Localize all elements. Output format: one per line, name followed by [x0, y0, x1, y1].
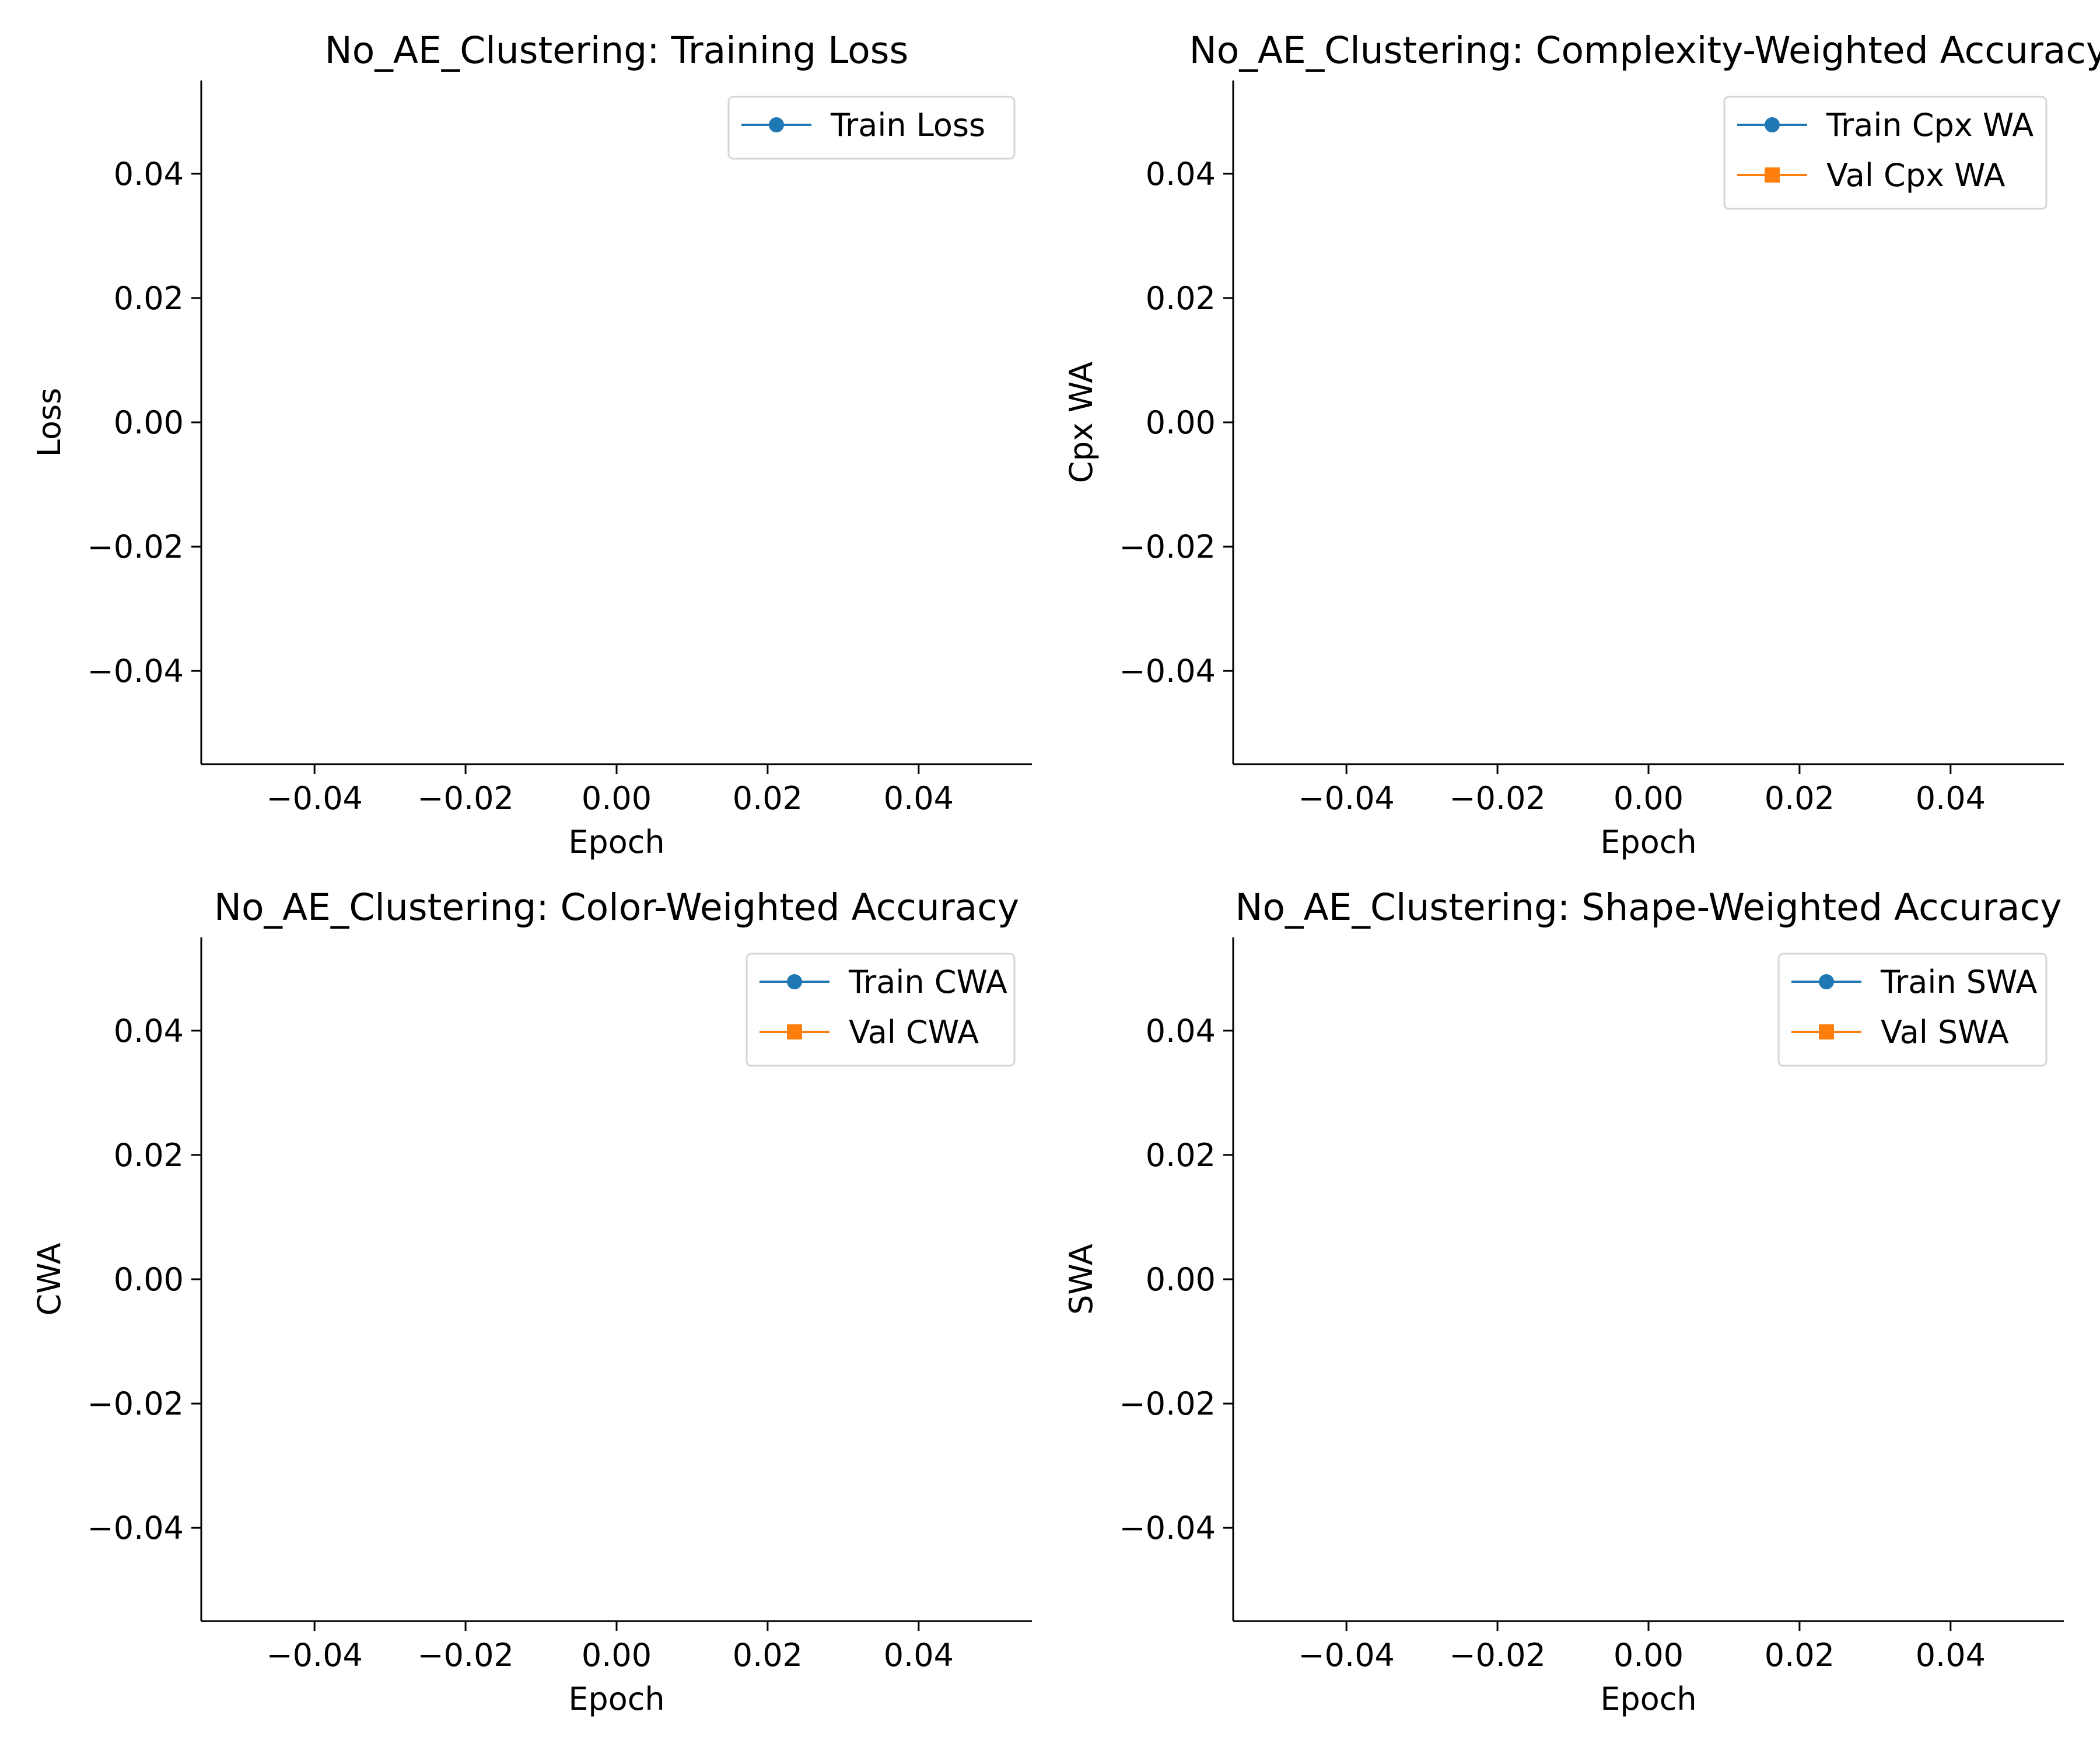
chart-title: No_AE_Clustering: Color-Weighted Accurac…	[214, 886, 1019, 929]
x-axis-label: Epoch	[568, 824, 664, 860]
legend-entry-label: Train CWA	[848, 964, 1007, 1000]
x-tick-label: 0.00	[1614, 780, 1684, 817]
y-tick-label: 0.02	[1146, 280, 1216, 317]
y-tick-label: 0.00	[114, 404, 184, 441]
legend: Train Loss	[727, 96, 1016, 160]
legend-square-marker	[1819, 1024, 1834, 1040]
legend: Train SWA Val SWA	[1777, 953, 2048, 1067]
x-axis-label: Epoch	[1600, 1681, 1696, 1717]
y-tick-label: 0.04	[1146, 156, 1216, 192]
y-tick-label: −0.02	[1119, 528, 1216, 565]
y-tick-label: 0.00	[114, 1261, 184, 1298]
legend-entry-label: Train Cpx WA	[1826, 107, 2034, 144]
legend-square-marker	[787, 1024, 802, 1040]
legend-circle-marker	[787, 974, 802, 989]
y-tick-label: −0.02	[1119, 1385, 1216, 1422]
legend-entry-label: Train Loss	[830, 107, 985, 144]
y-tick-label: −0.04	[1119, 653, 1216, 690]
x-tick-label: −0.04	[266, 780, 362, 817]
y-tick-label: −0.02	[88, 528, 184, 565]
y-tick-label: 0.04	[1146, 1013, 1216, 1049]
y-tick-label: 0.04	[114, 1013, 184, 1049]
x-tick-label: 0.00	[582, 780, 652, 817]
y-tick-label: −0.04	[88, 653, 184, 690]
legend-entry-label: Val Cpx WA	[1826, 157, 2006, 194]
chart-panel-2: No_AE_Clustering: Complexity-Weighted Ac…	[1063, 29, 2100, 860]
y-tick-label: 0.02	[114, 1137, 184, 1174]
y-axis-label: Loss	[31, 388, 68, 457]
chart-title: No_AE_Clustering: Shape-Weighted Accurac…	[1235, 886, 2062, 929]
y-tick-label: 0.02	[1146, 1137, 1216, 1174]
x-tick-label: −0.04	[266, 1637, 362, 1674]
y-tick-label: −0.04	[88, 1510, 184, 1546]
legend-frame	[727, 96, 1016, 160]
x-tick-label: −0.02	[417, 1637, 513, 1674]
x-tick-label: −0.04	[1298, 1637, 1394, 1674]
x-tick-label: 0.02	[1765, 1637, 1835, 1674]
y-tick-label: 0.00	[1146, 1261, 1216, 1298]
x-tick-label: −0.04	[1298, 780, 1394, 817]
legend-square-marker	[1765, 167, 1780, 183]
legend-circle-marker	[769, 117, 784, 132]
x-tick-label: −0.02	[1449, 1637, 1545, 1674]
legend-circle-marker	[1765, 117, 1780, 132]
x-tick-label: 0.00	[1614, 1637, 1684, 1674]
x-tick-label: 0.00	[582, 1637, 652, 1674]
x-tick-label: 0.04	[1916, 780, 1986, 817]
legend-circle-marker	[1819, 974, 1834, 989]
legend-entry-label: Val CWA	[849, 1014, 979, 1051]
y-axis-label: SWA	[1063, 1244, 1100, 1315]
x-tick-label: 0.04	[884, 780, 954, 817]
x-tick-label: −0.02	[1449, 780, 1545, 817]
chart-panel-1: No_AE_Clustering: Training Loss −0.04 −0.0…	[31, 29, 1032, 860]
chart-panel-4: No_AE_Clustering: Shape-Weighted Accurac…	[1063, 886, 2064, 1717]
y-axis-label: CWA	[31, 1242, 68, 1315]
chart-title: No_AE_Clustering: Complexity-Weighted Ac…	[1189, 29, 2100, 72]
chart-panel-3: No_AE_Clustering: Color-Weighted Accurac…	[31, 886, 1032, 1717]
chart-title: No_AE_Clustering: Training Loss	[325, 29, 909, 72]
legend-entry-label: Val SWA	[1881, 1014, 2009, 1051]
x-tick-label: 0.02	[1765, 780, 1835, 817]
x-tick-label: −0.02	[417, 780, 513, 817]
x-axis-label: Epoch	[568, 1681, 664, 1717]
legend-entry-label: Train SWA	[1880, 964, 2037, 1000]
x-axis-label: Epoch	[1600, 824, 1696, 860]
x-tick-label: 0.04	[884, 1637, 954, 1674]
legend: Train Cpx WA Val Cpx WA	[1723, 96, 2048, 210]
legend: Train CWA Val CWA	[746, 953, 1016, 1067]
y-tick-label: 0.04	[114, 156, 184, 192]
y-axis-label: Cpx WA	[1063, 362, 1100, 484]
y-tick-label: −0.02	[88, 1385, 184, 1422]
y-tick-label: 0.00	[1146, 404, 1216, 441]
x-tick-label: 0.02	[733, 780, 803, 817]
x-tick-label: 0.04	[1916, 1637, 1986, 1674]
y-tick-label: 0.02	[114, 280, 184, 317]
x-tick-label: 0.02	[733, 1637, 803, 1674]
y-tick-label: −0.04	[1119, 1510, 1216, 1546]
